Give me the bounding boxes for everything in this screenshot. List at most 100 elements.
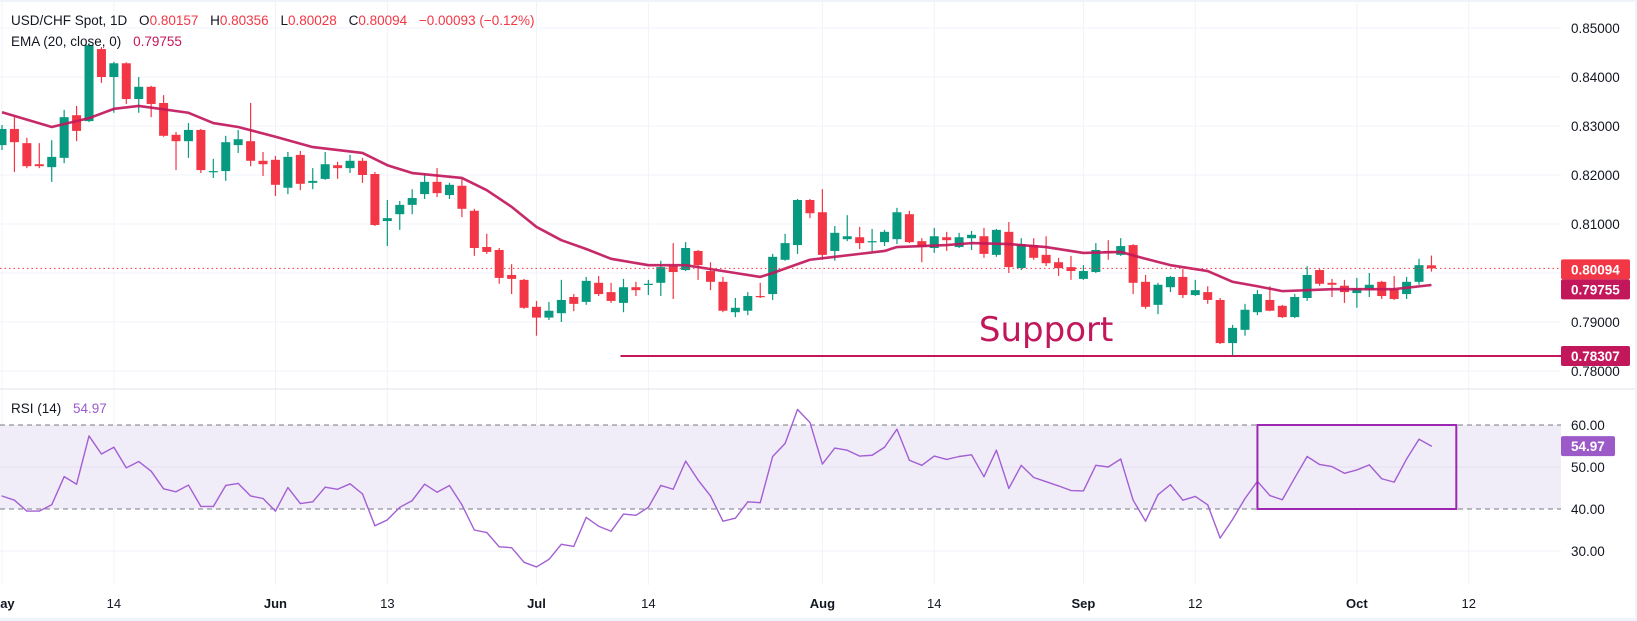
rsi-point (933, 455, 935, 457)
candle-body (693, 250, 703, 266)
rsi-point (821, 463, 823, 465)
candle-body (967, 234, 977, 239)
rsi-point (175, 491, 177, 493)
rsi-point (1368, 464, 1370, 466)
candle (817, 189, 827, 260)
candle (631, 281, 641, 297)
candle (1364, 273, 1374, 298)
candle (345, 154, 355, 174)
rsi-point (1331, 465, 1333, 468)
rsi-point (100, 453, 103, 455)
price-change: −0.00093 (−0.12%) (418, 13, 535, 28)
rsi-line (1, 408, 1432, 568)
rsi-point (1381, 478, 1383, 480)
candle-body (793, 199, 803, 246)
candle (59, 109, 69, 164)
candle (1190, 279, 1200, 297)
rsi-point (262, 497, 264, 500)
candle-body (1190, 290, 1200, 296)
candle (668, 243, 678, 299)
time-axis-label: 12 (1462, 596, 1476, 611)
candle-body (494, 249, 504, 278)
candle (72, 105, 82, 142)
candle-body (270, 159, 280, 185)
rsi-point (1144, 520, 1147, 522)
rsi-point (1194, 495, 1196, 497)
ohlc-low-value: 0.80028 (287, 13, 337, 28)
rsi-point (88, 435, 90, 437)
candle-body (159, 102, 169, 136)
rsi-highlight-box (1256, 424, 1458, 510)
rsi-point (883, 446, 886, 448)
rsi-point (1057, 485, 1060, 487)
candle-body (880, 231, 890, 243)
rsi-point (1095, 464, 1097, 466)
ema-legend[interactable]: EMA (20, close, 0) 0.79755 (11, 34, 182, 49)
rsi-point (138, 460, 140, 463)
candle-body (320, 164, 330, 179)
candle (619, 278, 628, 313)
rsi-point (921, 464, 923, 466)
candles-layer (0, 43, 1436, 357)
candle-body (1128, 245, 1138, 283)
candle (830, 225, 840, 261)
rsi-point (908, 459, 910, 461)
last-price-label: 0.80094 (1571, 262, 1620, 277)
candle (1215, 297, 1225, 345)
candle (1029, 238, 1039, 260)
candle-body (357, 160, 367, 175)
candle (755, 282, 765, 298)
rsi-point (486, 531, 488, 534)
candle-body (743, 296, 753, 311)
candle-body (1141, 281, 1151, 307)
candle (469, 208, 479, 256)
symbol-legend[interactable]: USD/CHF Spot, 1D O0.80157 H0.80356 L0.80… (11, 13, 534, 28)
rsi-point (448, 484, 451, 487)
rsi-point (424, 483, 426, 485)
rsi-point (1294, 477, 1296, 479)
candle-body (146, 86, 156, 104)
rsi-point (399, 506, 401, 508)
rsi-axis-label: 50.00 (1571, 460, 1605, 475)
candle-body (444, 184, 454, 196)
candle-body (134, 86, 144, 100)
rsi-point (1132, 499, 1134, 501)
rsi-point (1356, 469, 1358, 471)
candle (1426, 255, 1436, 272)
price-axis-label: 0.84000 (1571, 70, 1620, 85)
candle (519, 278, 529, 309)
candle-body (72, 115, 82, 131)
candle (1339, 279, 1349, 303)
candle (432, 168, 442, 198)
candle-body (1364, 284, 1374, 291)
candle-body (407, 198, 417, 205)
rsi-point (287, 486, 289, 489)
rsi-legend-label: RSI (14) (11, 401, 62, 416)
candle-body (805, 199, 815, 214)
rsi-point (498, 546, 500, 548)
candle (482, 233, 492, 254)
candle-body (420, 181, 430, 195)
rsi-legend[interactable]: RSI (14) 54.97 (11, 401, 107, 416)
candle-body (718, 281, 728, 311)
rsi-axis-label: 30.00 (1571, 544, 1605, 559)
candle (84, 43, 94, 123)
candle (892, 207, 902, 245)
rsi-point (585, 516, 587, 519)
candle-body (1203, 292, 1213, 300)
candle-body (656, 267, 666, 283)
candle (1165, 275, 1175, 293)
price-axis-label: 0.83000 (1571, 119, 1620, 134)
candle (370, 172, 380, 226)
rsi-point (622, 513, 625, 515)
candle-body (1004, 231, 1014, 268)
candle-body (1414, 265, 1424, 282)
rsi-point (225, 484, 227, 487)
ema-price-label-bg (1561, 279, 1630, 300)
candle-body (1389, 289, 1399, 299)
time-axis-label: Jun (264, 596, 287, 611)
candle-body (208, 171, 218, 173)
candle-body (594, 282, 604, 295)
